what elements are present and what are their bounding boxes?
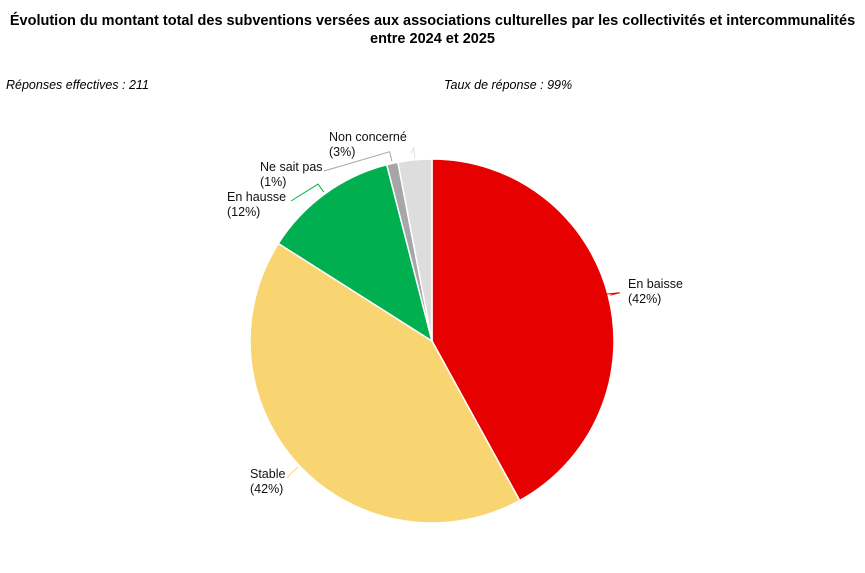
pie-slice-en-baisse xyxy=(431,158,615,502)
pie-slice-en-hausse xyxy=(277,163,434,343)
response-rate: Taux de réponse : 99% xyxy=(444,78,573,92)
leader-line-stable xyxy=(286,466,299,479)
slice-label-percent: (3%) xyxy=(329,145,355,159)
pie-slice-non-concerne xyxy=(397,158,433,342)
chart-title: Évolution du montant total des subventio… xyxy=(0,12,865,48)
slice-label-non-concerne: Non concerné (3%) xyxy=(329,130,407,159)
slice-label-ne-sait-pas: Ne sait pas (1%) xyxy=(260,160,323,189)
slice-label-name: Ne sait pas xyxy=(260,160,323,174)
slice-label-name: En baisse xyxy=(628,277,683,291)
slice-label-percent: (12%) xyxy=(227,205,260,219)
leader-line-ne-sait-pas xyxy=(323,151,393,172)
slice-label-stable: Stable (42%) xyxy=(250,467,285,496)
slice-label-name: En hausse xyxy=(227,190,286,204)
leader-line-en-hausse xyxy=(290,183,325,202)
responses-count: Réponses effectives : 211 xyxy=(6,78,149,92)
slice-label-en-baisse: En baisse (42%) xyxy=(628,277,683,306)
chart-title-line-2: entre 2024 et 2025 xyxy=(370,31,495,47)
chart-title-line-1: Évolution du montant total des subventio… xyxy=(9,13,856,29)
slice-label-name: Stable xyxy=(250,467,285,481)
slice-label-en-hausse: En hausse (12%) xyxy=(227,190,286,219)
slice-label-percent: (42%) xyxy=(628,292,661,306)
leader-line-en-baisse xyxy=(606,292,621,296)
slice-label-name: Non concerné xyxy=(329,130,407,144)
leader-line-non-concerne xyxy=(410,146,416,158)
slice-label-percent: (42%) xyxy=(250,482,283,496)
slice-label-percent: (1%) xyxy=(260,175,286,189)
pie-slice-stable xyxy=(249,242,521,524)
